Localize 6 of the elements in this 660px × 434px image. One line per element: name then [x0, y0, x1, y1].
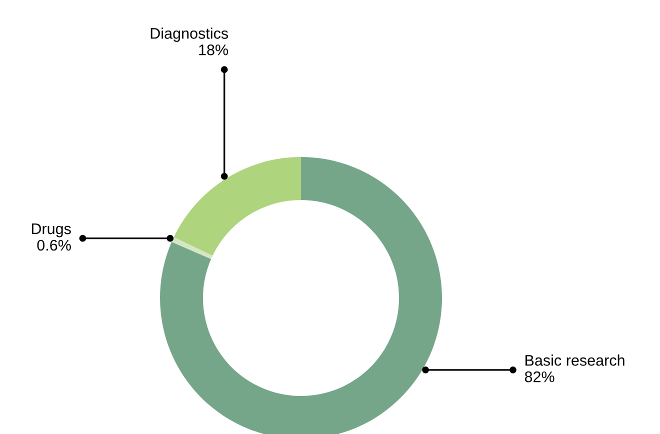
slice-label: Diagnostics — [150, 28, 228, 42]
slice-label: Basic research — [526, 354, 624, 366]
slice-label: Drugs — [32, 224, 71, 238]
data-label: 0.6% — [37, 240, 71, 251]
data-label: 18% — [199, 44, 228, 56]
data-label: 82% — [524, 371, 554, 382]
